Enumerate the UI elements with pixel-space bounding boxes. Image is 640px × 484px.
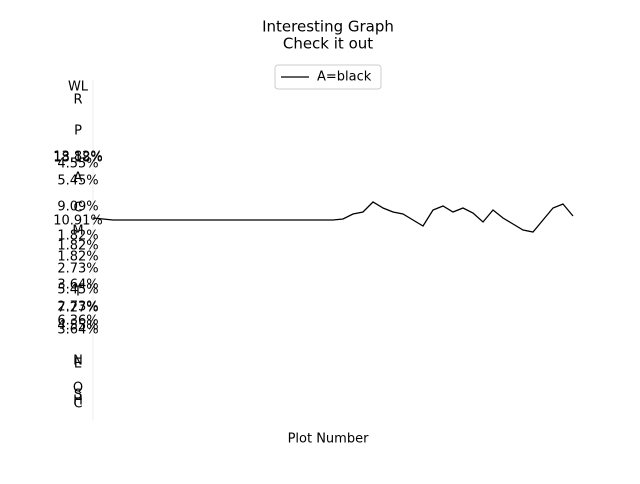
- y-tick-label: N: [73, 354, 83, 369]
- y-tick-label: 3.64%: [57, 278, 98, 293]
- y-tick-label: C: [73, 397, 82, 412]
- y-tick-label: 4.55%: [57, 157, 98, 172]
- y-tick-label: H: [73, 394, 83, 409]
- y-tick-label: 6.36%: [57, 314, 98, 329]
- y-tick-label: 13.82%: [53, 150, 103, 165]
- y-tick-label: 2.73%: [57, 262, 98, 277]
- y-tick-label: C: [73, 201, 82, 216]
- y-tick-label: M: [72, 224, 83, 239]
- y-tick-label: 1.82%: [57, 239, 98, 254]
- y-tick-label: S: [74, 388, 82, 403]
- y-tick-label: T: [73, 285, 82, 300]
- y-tick-label: Q: [73, 381, 83, 396]
- y-tick-label: 18.18%: [53, 151, 103, 166]
- y-tick-label: R: [73, 93, 82, 108]
- chart-subtitle: Check it out: [283, 35, 373, 53]
- y-tick-label: 5.45%: [57, 174, 98, 189]
- y-tick-label: E: [74, 357, 82, 372]
- y-tick-label: 1.82%: [57, 250, 98, 265]
- y-tick-label: 4.55%: [57, 319, 98, 334]
- y-tick-label: 5.45%: [57, 283, 98, 298]
- legend-label: A=black: [317, 70, 372, 85]
- y-tick-label: 10.91%: [53, 214, 103, 229]
- chart-title: Interesting Graph: [262, 18, 394, 36]
- y-tick-label: A: [74, 171, 83, 186]
- y-tick-label: WL: [68, 80, 89, 95]
- y-tick-label: 1.82%: [57, 229, 98, 244]
- y-tick-label: 3.64%: [57, 323, 98, 338]
- y-tick-label: P: [74, 124, 82, 139]
- legend-box: [274, 64, 382, 90]
- y-tick-label: 2.73%: [57, 300, 98, 315]
- line: [92, 201, 574, 233]
- x-axis-label: Plot Number: [288, 432, 370, 447]
- y-tick-label: 9.09%: [57, 200, 98, 215]
- y-tick-label: 7.27%: [57, 301, 98, 316]
